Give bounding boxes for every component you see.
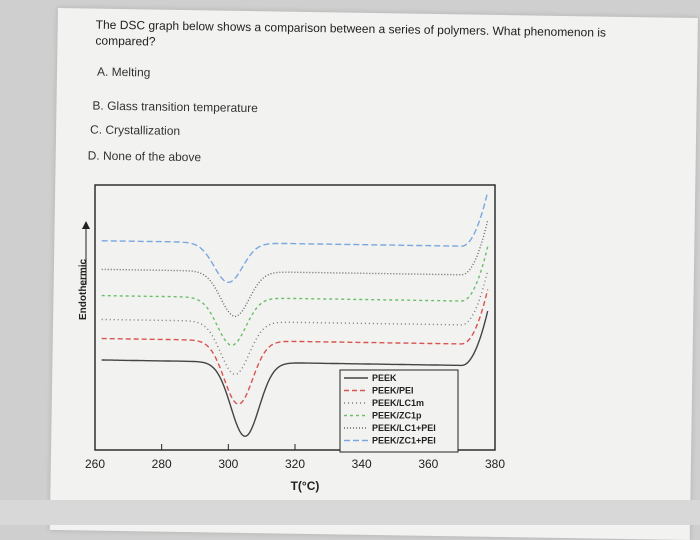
legend-label: PEEK/LC1m (372, 398, 424, 408)
x-axis-label: T(°C) (291, 479, 320, 493)
series-line (101, 246, 489, 347)
x-tick-label: 320 (285, 457, 305, 471)
legend-label: PEEK/PEI (372, 386, 414, 396)
x-tick-label: 360 (418, 457, 438, 471)
dsc-chart: 260 280 300 320 340 360 380 T(°C) Endothermic PEE… (78, 184, 505, 493)
legend-label: PEEK/ZC1p (372, 411, 422, 421)
x-tick-label: 300 (218, 457, 238, 471)
series-line (101, 310, 489, 438)
series-line (101, 220, 489, 318)
screen-edge (0, 500, 700, 525)
series-line (101, 191, 489, 284)
x-tick-label: 340 (352, 457, 372, 471)
legend-label: PEEK/ZC1+PEI (372, 436, 436, 446)
x-tick-label: 280 (152, 457, 172, 471)
legend-label: PEEK (372, 373, 397, 383)
series-line (101, 289, 489, 405)
y-axis-label: Endothermic (78, 258, 89, 320)
x-tick-label: 380 (485, 457, 505, 471)
legend-label: PEEK/LC1+PEI (372, 423, 436, 433)
legend-box (339, 369, 459, 453)
series-line (101, 270, 489, 376)
x-tick-label: 260 (85, 457, 105, 471)
